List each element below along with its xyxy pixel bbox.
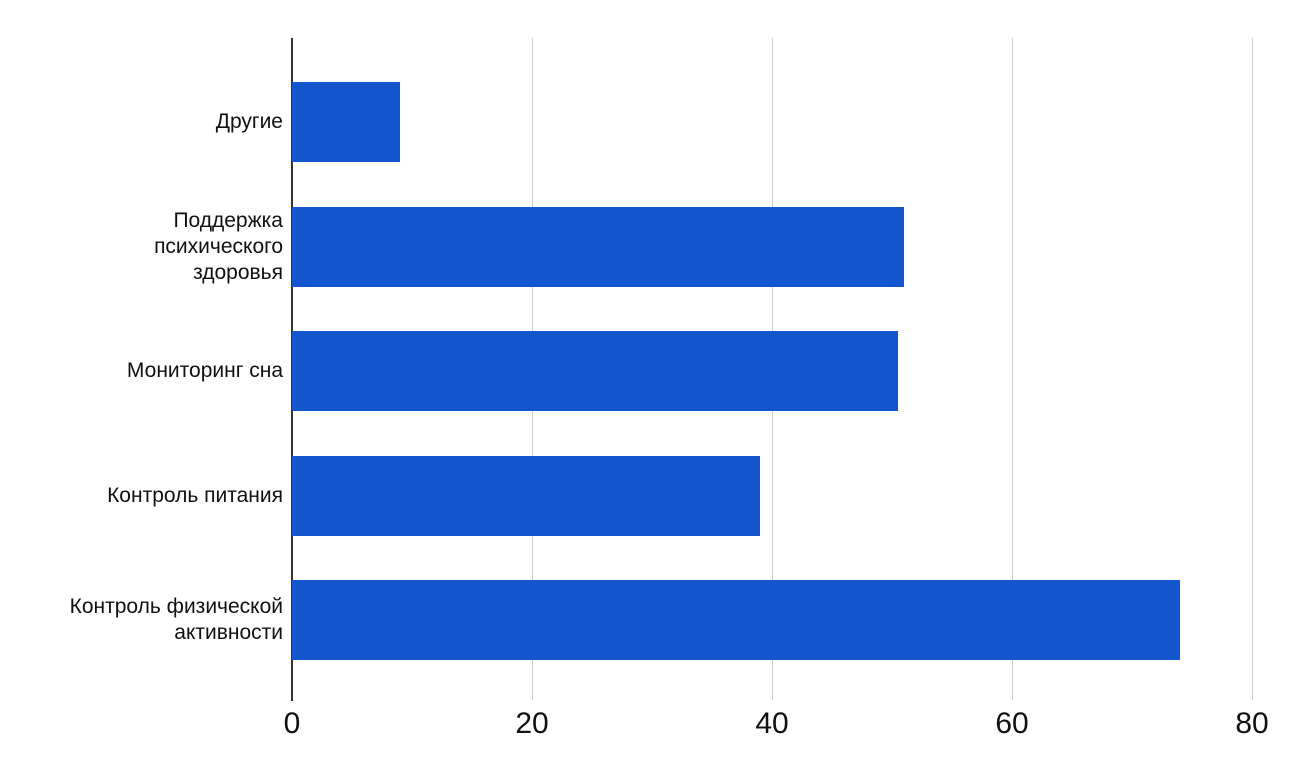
category-label: Другие (215, 110, 283, 134)
category-label: Контроль физической активности (69, 595, 283, 645)
x-tick-label: 20 (515, 707, 549, 740)
bar (292, 455, 760, 536)
x-tick-label: 60 (995, 707, 1029, 740)
category-label: Поддержка психического здоровья (154, 208, 283, 284)
x-tick-label: 80 (1235, 707, 1269, 740)
x-axis-tick-labels: 0 20 40 60 80 (284, 706, 1269, 746)
category-label: Контроль питания (107, 483, 283, 507)
gridline (1251, 38, 1253, 700)
plot-area (291, 38, 1253, 701)
x-tick-label: 0 (283, 707, 301, 740)
category-label: Мониторинг сна (126, 359, 283, 383)
bar (292, 206, 904, 287)
gridline (1011, 38, 1013, 700)
x-tick-label: 40 (755, 707, 789, 740)
y-axis-labels: Другие Поддержка психического здоровья Монит… (0, 38, 283, 701)
bar (292, 331, 898, 412)
bar (292, 82, 400, 163)
bar (292, 580, 1180, 661)
